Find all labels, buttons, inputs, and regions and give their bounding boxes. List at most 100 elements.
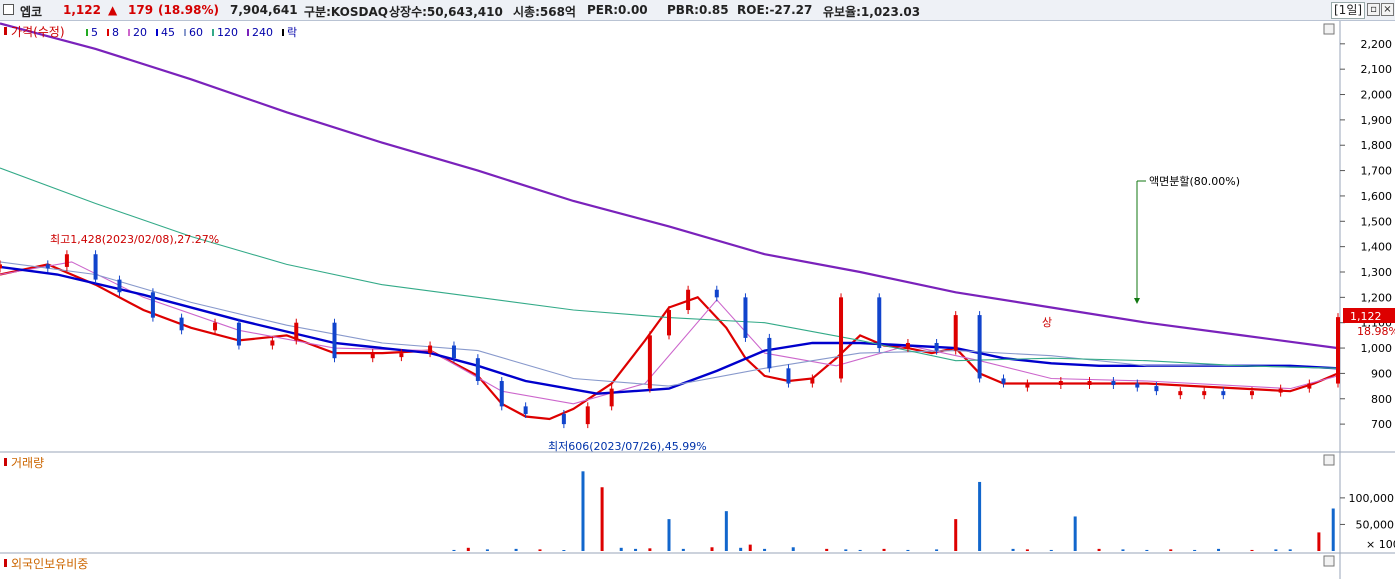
annotation-low: 최저606(2023/07/26),45.99% [548,440,707,453]
volume-unit: × 100 [1366,538,1395,551]
candle-body [179,317,184,331]
panel-maximize-icon[interactable] [1323,454,1335,466]
y-tick-label: 2,000 [1361,89,1393,102]
legend-ma-marker [212,29,214,36]
legend-title: 가격(수정) [11,25,65,39]
volume-bar [724,511,728,551]
price-tag-arrow-icon [1343,309,1349,321]
legend-ma-label: 60 [189,26,203,39]
candle-body [743,297,748,338]
candle-body [428,345,433,354]
candle-body [714,289,719,298]
y-tick-label: 900 [1371,367,1392,380]
annotation-high: 최고1,428(2023/02/08),27.27% [50,233,219,246]
volume-bar [748,544,752,551]
candle-body [647,335,652,389]
candle-body [839,297,844,379]
y-tick-label: 1,500 [1361,215,1393,228]
volume-bar [1193,549,1197,551]
change-arrow-icon: ▲ [108,3,118,17]
volume-bar [763,548,767,551]
legend-ma-marker [128,29,130,36]
volume-bar [1169,549,1173,551]
candle-body [1221,391,1226,396]
volume-tick-label: 50,000 [1356,518,1395,531]
y-tick-label: 1,200 [1361,291,1393,304]
candle-body [767,337,772,369]
legend-ma-marker [247,29,249,36]
market-cap: 시총:568억 [513,5,576,19]
volume-bar [791,547,795,551]
legend-ma-label: 락 [287,26,297,39]
volume-value: 7,904,641 [230,3,298,17]
legend-marker [4,458,7,466]
volume-bar [1011,548,1015,551]
candle-body [953,315,958,351]
roe-value: ROE:-27.27 [737,3,813,17]
candle-body [877,297,882,349]
legend-ma-label: 8 [112,26,119,39]
candle-body [451,345,456,359]
y-tick-label: 1,600 [1361,190,1393,203]
legend-ma-marker [282,29,284,36]
volume-bar [1288,549,1292,551]
volume-bar [619,547,623,551]
volume-bar [514,548,518,551]
volume-title: 거래량 [11,456,44,470]
candle-body [786,368,791,384]
candle-body [294,322,299,341]
current-price-tag [1343,308,1395,323]
ma-line-8 [0,263,1339,421]
legend-ma-label: 20 [133,26,147,39]
candle-body [1135,383,1140,388]
candle-body [1278,388,1283,393]
volume-bar [485,549,489,551]
candle-body [213,322,218,331]
volume-bar [634,548,638,551]
candle-body [332,322,337,359]
legend-ma-marker [107,29,109,36]
candle-body [934,342,939,351]
legend-ma-label: 240 [252,26,273,39]
volume-bar [1217,548,1221,551]
y-tick-label: 1,900 [1361,114,1393,127]
volume-bar [667,519,671,551]
checkbox-icon[interactable] [3,4,14,15]
panel-maximize-icon[interactable] [1323,555,1335,567]
volume-bar [1331,508,1335,551]
candle-body [810,378,815,384]
ma-line-240 [0,22,1339,350]
pbr-value: PBR:0.85 [667,3,729,17]
volume-tick-label: 100,000 [1349,492,1395,505]
volume-bar [739,547,743,551]
legend-ma-label: 120 [217,26,238,39]
candle-body [370,353,375,359]
y-tick-label: 800 [1371,393,1392,406]
volume-bar [452,549,456,551]
close-icon[interactable]: × [1381,3,1394,16]
period-selector[interactable]: [1일] [1331,2,1366,19]
candle-body [686,289,691,311]
current-price: 1,122 [63,3,101,17]
split-arrow-icon [1134,298,1140,304]
volume-bar [1145,549,1149,551]
candle-body [1087,381,1092,386]
market-type: 구분:KOSDAQ [304,5,388,19]
stock-name: 엡코 [20,5,43,19]
candle-body [399,353,404,358]
volume-bar [1049,549,1053,551]
volume-bar [858,549,862,551]
legend-ma-marker [86,29,88,36]
volume-bar [906,549,910,551]
y-tick-label: 1,400 [1361,241,1393,254]
legend-ma-marker [156,29,158,36]
candle-body [585,406,590,425]
restore-icon[interactable]: ▫ [1367,3,1380,16]
price-change-pct: (18.98%) [158,3,219,17]
candle-body [905,342,910,349]
candle-body [117,279,122,293]
panel-maximize-icon[interactable] [1323,23,1335,35]
candle-body [977,315,982,379]
candle-body [1249,391,1254,396]
